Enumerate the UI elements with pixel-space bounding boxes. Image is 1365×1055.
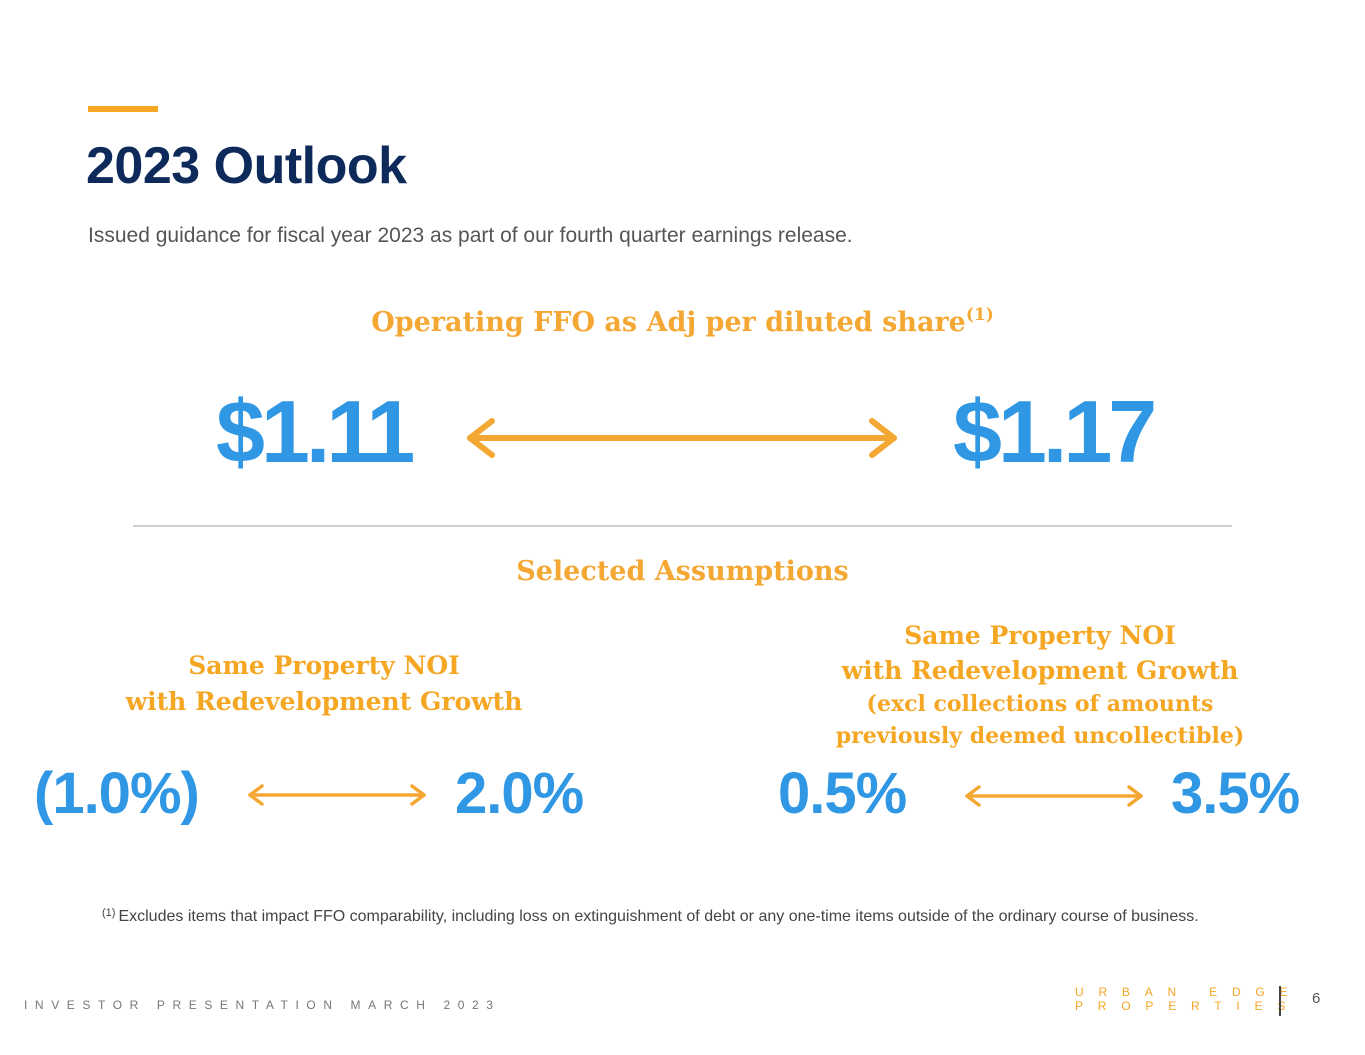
footnote: (1) Excludes items that impact FFO compar… [102, 903, 1252, 927]
ffo-heading: Operating FFO as Adj per diluted share(1… [0, 305, 1365, 338]
ffo-low-value: $1.11 [216, 382, 415, 481]
page-title: 2023 Outlook [86, 137, 407, 195]
noi-right-label-line2: with Redevelopment Growth [841, 656, 1239, 685]
noi-left-high-value: 2.0% [455, 761, 584, 826]
company-logo: URBAN EDGE PROPERTIES [1075, 985, 1303, 1013]
noi-right-range-arrow-icon [965, 785, 1143, 807]
footnote-text: Excludes items that impact FFO comparabi… [118, 908, 1199, 925]
section-divider [133, 525, 1232, 527]
logo-line1: URBAN EDGE [1075, 985, 1303, 999]
noi-left-range-arrow-icon [248, 784, 426, 806]
noi-right-low-value: 0.5% [778, 761, 907, 826]
noi-right-label-line3: (excl collections of amounts [866, 691, 1214, 717]
footer-separator [1279, 986, 1281, 1016]
noi-left-label: Same Property NOI with Redevelopment Gro… [124, 648, 524, 720]
assumptions-heading: Selected Assumptions [516, 556, 849, 587]
noi-right-label: Same Property NOI with Redevelopment Gro… [820, 618, 1260, 752]
noi-left-low-value: (1.0%) [34, 761, 200, 826]
logo-line2: PROPERTIES [1075, 999, 1301, 1013]
noi-right-label-line4: previously deemed uncollectible) [835, 723, 1245, 749]
ffo-range-arrow-icon [467, 418, 897, 458]
ffo-high-value: $1.17 [953, 382, 1157, 481]
page-subtitle: Issued guidance for fiscal year 2023 as … [88, 224, 853, 247]
noi-right-high-value: 3.5% [1171, 761, 1300, 826]
noi-right-label-line1: Same Property NOI [904, 621, 1176, 650]
ffo-heading-text: Operating FFO as Adj per diluted share [371, 307, 966, 338]
noi-left-label-line2: with Redevelopment Growth [125, 687, 523, 716]
footer-presentation-label: INVESTOR PRESENTATION MARCH 2023 [24, 998, 501, 1012]
footnote-marker: (1) [102, 907, 116, 919]
title-accent-bar [88, 106, 158, 112]
noi-left-label-line1: Same Property NOI [188, 651, 460, 680]
page-number: 6 [1312, 990, 1321, 1007]
ffo-footnote-ref: (1) [965, 305, 994, 325]
